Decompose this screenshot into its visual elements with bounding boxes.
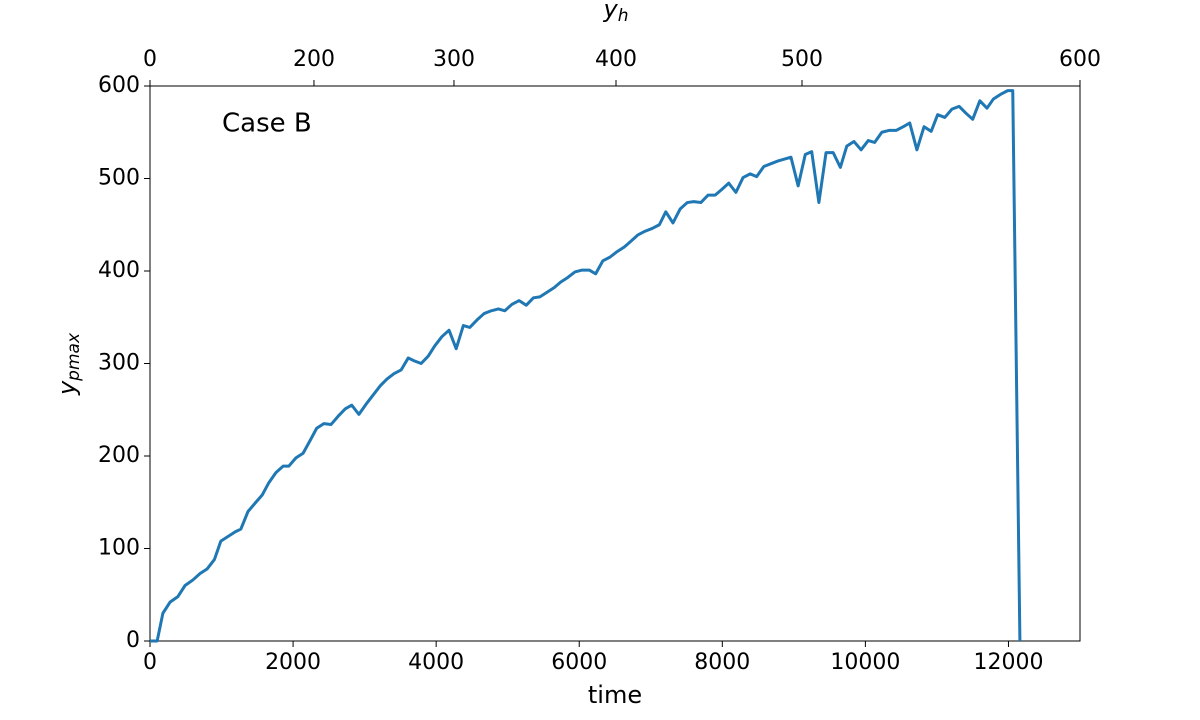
data-line [150,89,1022,643]
x2-tick-label: 200 [293,47,335,72]
x-tick-label: 0 [143,650,157,675]
x2-axis-label: yh [603,0,629,26]
x-tick-label: 12000 [973,650,1043,675]
x-tick-label: 2000 [265,650,321,675]
y-tick-label: 200 [98,443,140,468]
x-tick-label: 4000 [408,650,464,675]
y-tick-label: 600 [98,73,140,98]
x2-tick-label: 600 [1059,47,1101,72]
y-label-base: y [53,380,81,396]
x-tick-label: 10000 [830,650,900,675]
x2-tick-label: 400 [595,47,637,72]
y-tick-label: 0 [126,628,140,653]
y-tick-label: 300 [98,351,140,376]
y-tick-label: 100 [98,536,140,561]
annotation: Case B [222,109,312,139]
x-axis-label: time [588,681,642,709]
x2-tick-label: 0 [143,47,157,72]
x2-tick-label: 300 [433,47,475,72]
y-tick-label: 500 [98,166,140,191]
x2-label-sub: h [618,6,629,26]
x-tick-label: 6000 [551,650,607,675]
x2-tick-label: 500 [781,47,823,72]
x-tick-label: 8000 [694,650,750,675]
y-label-sub: pmax [64,332,84,382]
plot-frame [149,85,1081,642]
y-axis-label: ypmax [53,332,84,396]
x2-label-base: y [603,0,619,23]
y-tick-label: 400 [98,258,140,283]
